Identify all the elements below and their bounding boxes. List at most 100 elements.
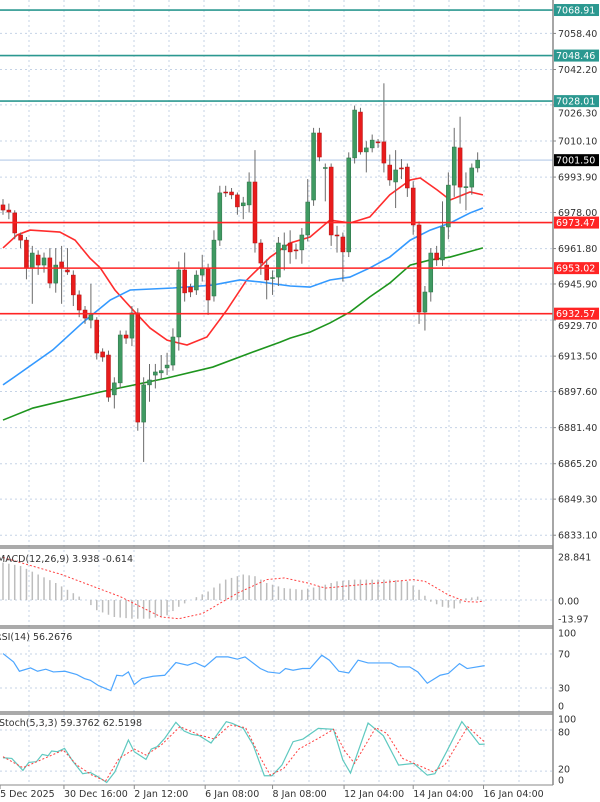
y-tick-label: 6897.60	[558, 387, 597, 398]
candle	[334, 225, 340, 253]
candle	[53, 248, 58, 293]
stoch-title: Stoch(5,3,3) 59.3762 62.5198	[0, 718, 142, 729]
candle	[35, 250, 41, 275]
candle-body-bearish	[188, 286, 193, 293]
candle-body-bearish	[358, 111, 363, 153]
y-tick-label: 6961.80	[558, 244, 597, 255]
candle	[270, 270, 275, 295]
support-level-label: 6953.02	[556, 264, 595, 275]
candle-body-bullish	[88, 314, 94, 321]
candle-body-bullish	[141, 384, 146, 423]
candle	[153, 363, 158, 389]
candle-body-bullish	[428, 252, 434, 293]
candle-body-bullish	[199, 267, 205, 276]
candle	[469, 163, 475, 195]
candle	[76, 290, 82, 318]
candle-body-bearish	[457, 147, 463, 188]
candle-body-bearish	[135, 312, 141, 423]
candle-body-bullish	[30, 252, 35, 269]
candle	[217, 185, 223, 246]
candle	[422, 285, 428, 331]
rsi-tick-label: 100	[558, 629, 576, 640]
candle-body-bearish	[252, 181, 258, 244]
candle-body-bearish	[94, 319, 100, 354]
x-tick-label: 8 Jan 08:00	[273, 789, 327, 800]
candle-body-bearish	[76, 294, 82, 311]
candle-body-bullish	[41, 257, 47, 266]
stoch-tick-label: 100	[558, 715, 576, 726]
price-pane[interactable]	[0, 9, 553, 462]
x-tick-label: 30 Dec 16:00	[64, 789, 128, 800]
x-tick-label: 2 Jan 12:00	[134, 789, 188, 800]
macd-tick-label: 0.00	[558, 597, 579, 608]
x-tick-label: 6 Jan 08:00	[205, 789, 259, 800]
candle-body-bearish	[123, 334, 129, 339]
candle-body-bullish	[158, 370, 164, 374]
x-tick-label: 16 Jan 04:00	[484, 789, 544, 800]
rsi-pane[interactable]	[2, 653, 485, 692]
candle	[276, 236, 281, 286]
candle-body-bearish	[205, 267, 211, 301]
y-tick-label: 6945.90	[558, 279, 597, 290]
candle	[41, 252, 47, 273]
candle	[440, 201, 445, 266]
stoch-tick-label: 20	[558, 765, 570, 776]
candle	[188, 283, 193, 298]
candle-body-bearish	[24, 239, 29, 269]
stoch-pane[interactable]	[2, 720, 486, 784]
candle-body-bullish	[276, 242, 281, 278]
candle	[112, 377, 117, 409]
candle	[305, 179, 310, 242]
macd-pane[interactable]	[2, 557, 484, 620]
candle	[94, 317, 100, 360]
candle	[147, 363, 152, 402]
resistance-level-tag	[554, 95, 599, 108]
support-level-label: 6973.47	[556, 218, 595, 229]
y-tick-label: 6993.90	[558, 173, 597, 184]
rsi-line	[2, 653, 485, 692]
candle	[317, 127, 322, 162]
support-level-label: 6932.57	[556, 309, 595, 320]
candle-body-bearish	[0, 204, 6, 211]
candle	[18, 232, 23, 249]
support-level-tag	[554, 216, 599, 229]
candle-body-bearish	[434, 252, 439, 261]
y-tick-label: 6865.20	[558, 459, 597, 470]
x-tick-label: 12 Jan 04:00	[344, 789, 404, 800]
candle	[135, 308, 141, 431]
candle	[252, 150, 258, 253]
candle	[100, 348, 105, 362]
y-tick-label: 7010.10	[558, 137, 597, 148]
candle-body-bullish	[346, 157, 351, 253]
y-tick-label: 6913.50	[558, 352, 597, 363]
candle	[323, 163, 328, 202]
candle	[59, 245, 64, 304]
candle-body-bullish	[352, 109, 357, 159]
candle	[235, 192, 240, 215]
candle-body-bearish	[65, 269, 70, 273]
candle	[434, 245, 439, 266]
candle	[282, 232, 287, 271]
candle-body-bullish	[311, 132, 316, 201]
candle-body-bearish	[35, 254, 41, 266]
candle	[246, 172, 252, 213]
candle-body-bullish	[323, 167, 328, 169]
candle-body-bearish	[100, 351, 105, 358]
candle-body-bearish	[258, 242, 264, 264]
candle	[0, 199, 6, 215]
moving-average-slow	[2, 247, 484, 421]
candle	[352, 105, 357, 164]
candle-body-bearish	[317, 132, 322, 158]
macd-title: MACD(12,26,9) 3.938 -0.614	[0, 554, 133, 565]
candle	[30, 245, 35, 304]
support-level-tag	[554, 307, 599, 320]
candle	[241, 196, 246, 220]
y-tick-label: 7042.20	[558, 65, 597, 76]
candle	[205, 263, 211, 315]
candle	[381, 83, 387, 173]
candle-body-bearish	[6, 209, 12, 213]
candle-body-bullish	[364, 147, 369, 153]
candle-body-bullish	[282, 244, 287, 251]
candle-body-bearish	[264, 264, 269, 281]
